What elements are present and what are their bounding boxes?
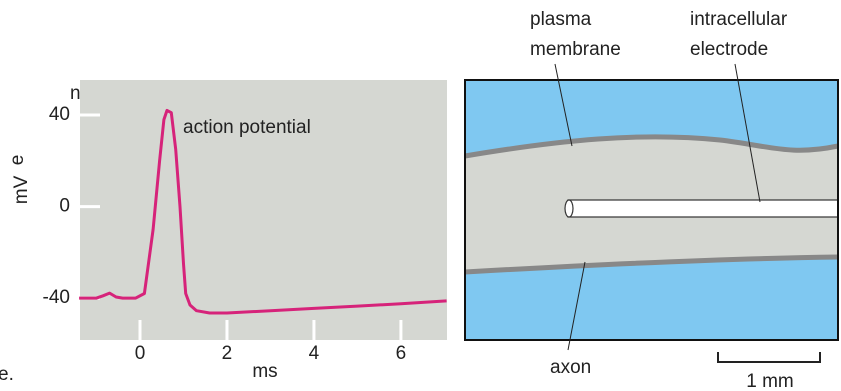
y-tick-label: 0 [59,196,70,217]
y-tick-label: 40 [49,104,70,125]
leader-line [554,63,573,147]
line [79,108,447,315]
membrane [464,254,839,275]
diagram-frame [464,79,839,341]
cropped-text: e. [0,364,14,385]
diagram: plasma membrane intracellular electrode … [464,9,839,391]
leader-line [567,261,586,351]
cropped-text: e [7,155,28,166]
label: intracellular [690,9,788,30]
membrane [464,134,839,159]
label: membrane [530,39,621,60]
label: electrode [690,39,768,60]
electrode-tip [564,199,574,218]
y-tick-label: -40 [43,287,70,308]
x-axis-label: ms [252,361,277,382]
electrode [567,199,839,218]
y-axis-label: mV [11,175,32,204]
label: axon [550,357,591,378]
x-tick-label: 4 [309,343,320,364]
leader-line [734,63,761,203]
x-tick-label: 2 [222,343,233,364]
label: plasma [530,9,592,30]
x-tick-label: 6 [396,343,407,364]
x-tick-label: 0 [135,343,146,364]
scale-bar [717,352,821,363]
cropped-text: n [70,83,81,104]
annotation: action potential [183,117,311,138]
label: 1 mm [746,371,794,391]
